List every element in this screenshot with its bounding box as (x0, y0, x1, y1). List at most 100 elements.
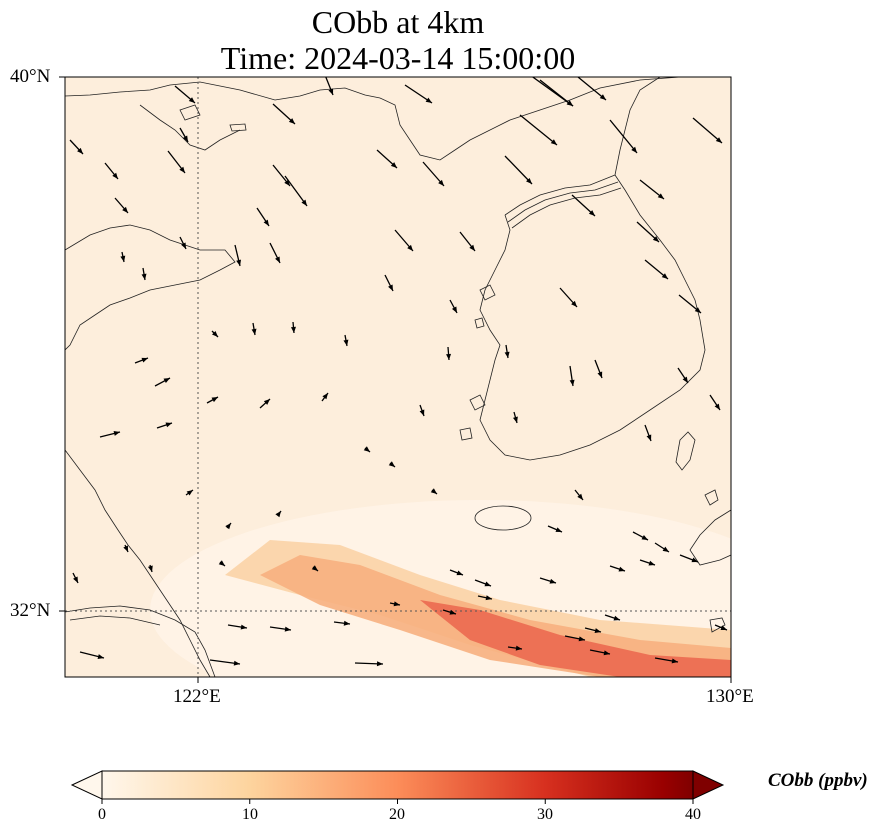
wind-arrow-head (691, 557, 698, 563)
wind-arrow-head (97, 654, 104, 659)
wind-arrow-head (73, 576, 78, 583)
wind-arrow-head (182, 135, 188, 142)
wind-arrow-head (225, 523, 231, 530)
colorbar-tick-label: 30 (537, 806, 553, 823)
coastlines (65, 77, 731, 677)
wind-arrow-head (419, 409, 425, 416)
wind-arrow-head (456, 570, 463, 576)
wind-arrow-head (141, 357, 148, 363)
wind-arrow-head (648, 560, 655, 566)
wind-arrow-head (469, 244, 475, 251)
wind-arrow-head (218, 560, 225, 566)
wind-arrow-head (641, 534, 648, 540)
wind-arrow-head (569, 379, 575, 386)
wind-arrow-head (147, 565, 153, 572)
lon-label-122e: 122°E (173, 686, 221, 707)
wind-arrow-head (181, 242, 186, 249)
wind-arrow-head (603, 650, 610, 656)
wind-arrow-head (555, 527, 562, 532)
colorbar-tick-label: 20 (389, 806, 405, 823)
lon-label-130e: 130°E (706, 686, 754, 707)
wind-arrow-head (120, 255, 126, 262)
wind-arrow-head (446, 353, 452, 360)
wind-arrow-head (163, 378, 170, 384)
wind-arrow-head (388, 284, 393, 291)
wind-arrow-head (122, 206, 128, 213)
wind-arrow-head (275, 511, 281, 518)
wind-arrow-head (288, 118, 295, 124)
wind-arrow-head (671, 658, 678, 664)
colorbar-label: CObb (ppbv) (768, 770, 868, 791)
wind-arrow-head (515, 645, 522, 651)
wind-arrow-head (526, 177, 532, 184)
map-subtitle: Time: 2024-03-14 15:00:00 (220, 40, 576, 76)
wind-arrow-head (682, 376, 688, 383)
lat-label-32n: 32°N (10, 600, 51, 621)
wind-arrow-head (451, 306, 457, 313)
wind-arrow-head (484, 581, 491, 587)
colorbar-tick-label: 0 (98, 806, 106, 823)
wind-arrow-head (263, 399, 270, 405)
wind-arrow-head (343, 339, 349, 346)
wind-arrow-shaft (284, 175, 308, 207)
wind-arrow-head (588, 210, 595, 216)
wind-arrow-head (188, 97, 195, 103)
wind-vectors (69, 77, 728, 667)
wind-arrow-head (179, 166, 185, 173)
wind-arrow-head (694, 307, 701, 313)
wind-arrow-head (376, 661, 383, 667)
wind-arrow-head (211, 330, 218, 337)
wind-arrow-head (594, 628, 601, 633)
wind-arrow-head (328, 88, 334, 95)
wind-arrow-head (631, 146, 637, 153)
colorbar (101, 770, 694, 800)
wind-arrow-head (123, 545, 128, 552)
wind-arrow-head (657, 193, 664, 199)
wind-arrow-head (240, 624, 247, 630)
wind-arrow-head (652, 236, 659, 242)
wind-arrow-head (549, 578, 556, 584)
wind-arrow-head (407, 244, 413, 251)
wind-arrow-head (550, 139, 557, 145)
wind-arrow-shaft (609, 119, 638, 154)
wind-arrow-head (301, 199, 307, 206)
wind-arrow-head (263, 219, 269, 226)
wind-arrow-head (513, 416, 518, 423)
colorbar-tick-label: 40 (685, 806, 701, 823)
wind-arrow-head (577, 493, 583, 500)
colorbar-extend-low (70, 770, 103, 800)
wind-arrow-head (715, 137, 722, 143)
wind-arrow-head (599, 94, 606, 100)
wind-arrow-head (343, 620, 350, 626)
wind-arrow-head (211, 397, 218, 403)
wind-arrow-head (311, 565, 318, 571)
colorbar-extend-high (692, 770, 725, 800)
wind-arrow-head (613, 615, 620, 621)
wind-arrow-head (578, 636, 585, 642)
wind-arrow-head (646, 434, 652, 441)
wind-arrow-head (275, 256, 280, 263)
wind-arrow-head (714, 403, 720, 410)
wind-arrow-head (141, 273, 147, 280)
wind-arrow-head (566, 100, 573, 106)
wind-arrow-head (597, 371, 603, 378)
wind-arrow-head (290, 326, 296, 333)
wind-arrow-head (236, 259, 242, 266)
wind-arrow-head (284, 626, 291, 632)
wind-arrow-head (504, 351, 510, 358)
wind-arrow-head (77, 147, 83, 154)
map-frame (64, 76, 732, 678)
wind-arrow-shaft (539, 79, 574, 107)
colorbar-tick-label: 10 (242, 806, 258, 823)
wind-arrow-head (390, 162, 397, 168)
wind-arrow-head (571, 300, 577, 307)
wind-arrow-head (449, 609, 456, 615)
lat-label-40n: 40°N (10, 66, 51, 87)
wind-arrow-shaft (577, 77, 607, 101)
wind-arrow-head (662, 546, 669, 552)
wind-arrow-head (661, 273, 668, 279)
wind-arrow-head (485, 595, 492, 601)
wind-arrow-shaft (692, 117, 723, 144)
wind-arrow-head (430, 488, 437, 494)
